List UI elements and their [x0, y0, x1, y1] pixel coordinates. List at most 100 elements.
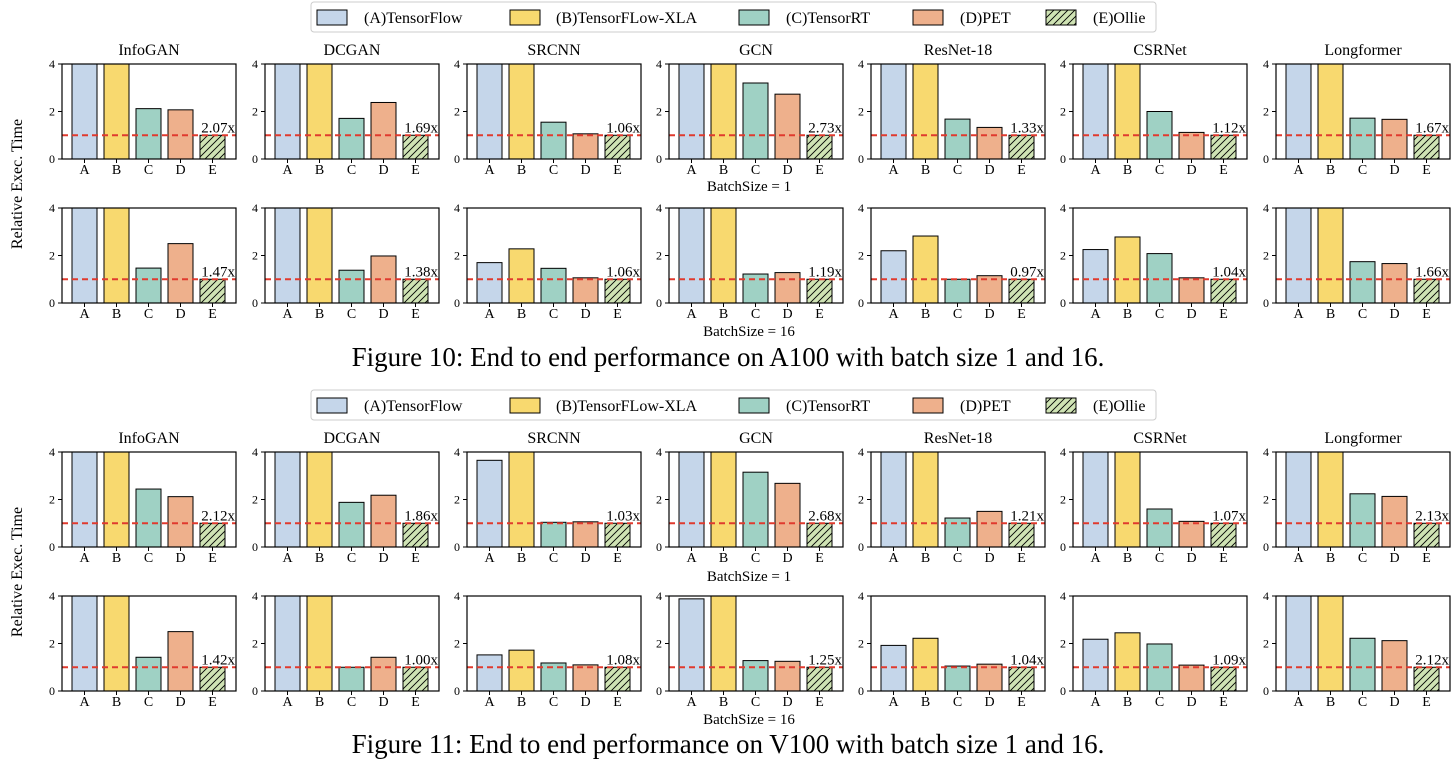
panel-dcgan: 0 2 4 A B C D E 1.86x DCGAN	[252, 430, 440, 566]
bar-E	[402, 666, 429, 692]
x-tick-label: A	[888, 307, 899, 322]
bar-C	[135, 108, 162, 160]
panel-resnet-18: 0 2 4 A B C D E 1.33x ResNet-18	[858, 42, 1046, 178]
y-tick-label: 2	[1060, 105, 1066, 119]
y-tick-label: 0	[454, 152, 460, 166]
y-tick-label: 4	[49, 57, 55, 71]
x-tick-label: A	[888, 551, 899, 566]
legend-label: (D)PET	[960, 10, 1011, 27]
bar-E	[199, 522, 226, 548]
y-tick-label: 2	[454, 493, 460, 507]
x-tick-label: C	[144, 163, 153, 178]
bar-C	[338, 501, 365, 548]
speedup-label: 1.12x	[1212, 120, 1246, 136]
bar-E	[1008, 134, 1035, 160]
bar-B	[1317, 595, 1344, 692]
y-tick-label: 4	[454, 57, 460, 71]
x-tick-label: E	[613, 307, 622, 322]
speedup-label: 1.03x	[606, 508, 640, 524]
bar-B	[306, 207, 333, 304]
row-1: 0 2 4 A B C D E 2.07x InfoGAN 0 2 4 A B C D E 1.69x DCGAN 0 2…	[49, 42, 1451, 195]
x-tick-label: C	[549, 695, 558, 710]
y-tick-label: 4	[1263, 589, 1269, 603]
y-tick-label: 0	[858, 540, 864, 554]
bar-E	[1008, 666, 1035, 692]
x-tick-label: B	[315, 163, 324, 178]
speedup-label: 1.69x	[404, 120, 438, 136]
legend-label: (C)TensorRT	[786, 10, 870, 27]
bar-D	[774, 93, 801, 160]
bar-B	[306, 451, 333, 548]
panel-srcnn: 0 2 4 A B C D E 1.06x SRCNN	[454, 42, 642, 178]
x-tick-label: C	[549, 163, 558, 178]
x-tick-label: A	[1293, 163, 1304, 178]
x-tick-label: B	[112, 163, 121, 178]
y-tick-label: 2	[1060, 249, 1066, 263]
bar-E	[1008, 522, 1035, 548]
x-tick-label: A	[79, 307, 90, 322]
bar-B	[306, 595, 333, 692]
bar-B	[508, 63, 535, 160]
bar-E	[1210, 134, 1237, 160]
bar-E	[1413, 278, 1440, 304]
speedup-label: 1.04x	[1010, 652, 1044, 668]
bar-B	[1317, 207, 1344, 304]
x-tick-label: C	[1358, 307, 1367, 322]
y-tick-label: 4	[1263, 445, 1269, 459]
bar-A	[274, 63, 301, 160]
panel-resnet-18: 0 2 4 A B C D E 1.21x ResNet-18	[858, 430, 1046, 566]
y-tick-label: 2	[252, 637, 258, 651]
y-tick-label: 0	[858, 152, 864, 166]
bar-A	[1082, 249, 1109, 304]
legend-swatch	[912, 397, 944, 414]
x-tick-label: C	[549, 551, 558, 566]
bar-E	[402, 522, 429, 548]
y-tick-label: 2	[1263, 249, 1269, 263]
batch-size-label: BatchSize = 16	[703, 712, 795, 728]
bar-D	[370, 494, 397, 548]
bar-D	[167, 243, 194, 304]
bar-A	[274, 595, 301, 692]
x-tick-label: D	[1389, 551, 1399, 566]
x-tick-label: B	[1123, 695, 1132, 710]
bar-C	[135, 656, 162, 692]
y-tick-label: 4	[454, 445, 460, 459]
bar-C	[540, 521, 567, 548]
x-tick-label: D	[378, 551, 388, 566]
panel-4: 0 2 4 A B C D E 1.25x	[656, 589, 844, 710]
x-tick-label: B	[112, 551, 121, 566]
panel-4: 0 2 4 A B C D E 1.19x	[656, 201, 844, 322]
x-tick-label: E	[1017, 163, 1026, 178]
bar-D	[774, 660, 801, 692]
speedup-label: 1.86x	[404, 508, 438, 524]
x-tick-label: E	[815, 163, 824, 178]
x-tick-label: E	[208, 551, 217, 566]
panel-title: CSRNet	[1133, 42, 1187, 59]
x-tick-label: D	[175, 695, 185, 710]
x-tick-label: A	[686, 695, 697, 710]
y-tick-label: 0	[858, 296, 864, 310]
y-tick-label: 2	[49, 249, 55, 263]
x-tick-label: B	[1123, 163, 1132, 178]
bar-E	[806, 522, 833, 548]
x-tick-label: B	[719, 307, 728, 322]
bar-E	[199, 134, 226, 160]
y-tick-label: 0	[656, 296, 662, 310]
batch-size-label: BatchSize = 1	[707, 569, 791, 585]
y-tick-label: 4	[656, 201, 662, 215]
panel-3: 0 2 4 A B C D E 1.08x	[454, 589, 642, 710]
x-tick-label: C	[144, 307, 153, 322]
bar-B	[508, 451, 535, 548]
panel-dcgan: 0 2 4 A B C D E 1.69x DCGAN	[252, 42, 440, 178]
bar-E	[604, 134, 631, 160]
bar-D	[572, 277, 599, 304]
y-tick-label: 2	[454, 249, 460, 263]
legend-label: (B)TensorFLow-XLA	[556, 10, 698, 27]
legend-swatch	[912, 9, 944, 26]
y-tick-label: 2	[252, 249, 258, 263]
y-tick-label: 2	[1060, 637, 1066, 651]
y-tick-label: 2	[858, 637, 864, 651]
bar-C	[944, 665, 971, 692]
y-tick-label: 0	[656, 540, 662, 554]
y-tick-label: 2	[1263, 105, 1269, 119]
